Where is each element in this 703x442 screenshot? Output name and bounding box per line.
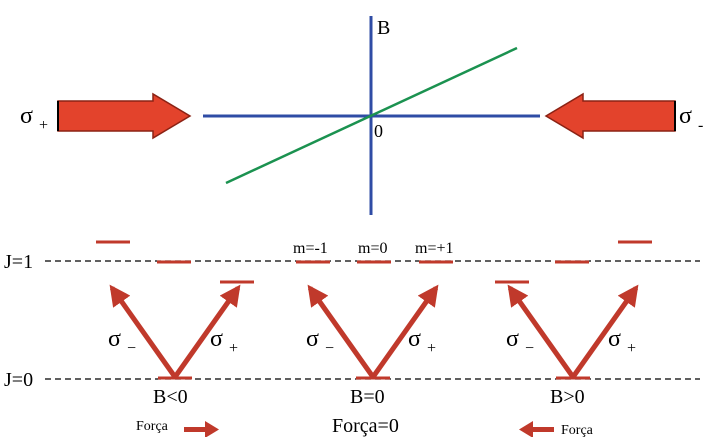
forces-row: Força Força=0 Força — [136, 415, 594, 438]
sigma-plus-symbol: σ — [608, 326, 621, 352]
sigma-plus-sub: + — [427, 340, 436, 357]
force-arrow-right — [184, 421, 219, 438]
panel-b-zero: σ − σ + B=0 — [296, 260, 453, 408]
sigma-minus-symbol: σ — [506, 326, 519, 352]
m-label-zero: m=0 — [358, 240, 387, 257]
sigma-plus-symbol: σ — [408, 326, 421, 352]
transition-arrow-sigma-plus — [172, 284, 241, 379]
sigma-plus-sub: + — [627, 340, 636, 357]
condition-label: B<0 — [153, 386, 188, 408]
sigma-plus-sub: + — [229, 340, 238, 357]
sigma-minus-symbol: σ — [306, 326, 319, 352]
m-labels: m=-1 m=0 m=+1 — [293, 240, 454, 257]
right-beam-sigma: σ — [679, 103, 692, 129]
transition-label-sigma-plus: σ + — [210, 326, 238, 357]
force-label-right: Força — [561, 423, 594, 437]
field-plot: B 0 — [203, 16, 540, 215]
energy-levels: J=1 J=0 — [4, 251, 700, 391]
sigma-plus-symbol: σ — [210, 326, 223, 352]
axis-label-b: B — [377, 17, 390, 39]
left-beam-arrow — [57, 92, 192, 140]
condition-label: B=0 — [350, 386, 385, 408]
right-beam: σ - — [544, 92, 703, 140]
transition-label-sigma-minus: σ − — [108, 326, 136, 357]
left-beam: σ + — [20, 92, 192, 140]
sigma-minus-sub: − — [127, 340, 136, 357]
label-j0: J=0 — [4, 369, 33, 391]
panel-b-negative: σ − σ + B<0 — [96, 240, 254, 408]
transition-label-sigma-plus: σ + — [608, 326, 636, 357]
transition-arrow-sigma-plus — [570, 284, 639, 379]
sigma-minus-symbol: σ — [108, 326, 121, 352]
force-label-left: Força — [136, 419, 169, 434]
origin-label: 0 — [374, 121, 383, 141]
label-j1: J=1 — [4, 251, 33, 273]
transition-arrow-sigma-minus — [507, 284, 576, 379]
left-beam-label: σ + — [20, 103, 48, 134]
transition-label-sigma-minus: σ − — [506, 326, 534, 357]
transition-arrow-sigma-minus — [307, 284, 376, 379]
transition-label-sigma-plus: σ + — [408, 326, 436, 357]
left-beam-sub: + — [39, 117, 48, 134]
right-beam-label: σ - — [679, 103, 703, 134]
panel-b-positive: σ − σ + B>0 — [495, 240, 652, 408]
field-gradient-line — [225, 46, 518, 185]
right-beam-arrow — [544, 92, 676, 140]
m-label-minus1: m=-1 — [293, 240, 328, 257]
force-arrow-left — [519, 421, 554, 438]
transition-arrow-sigma-plus — [370, 284, 439, 379]
right-beam-sub: - — [698, 117, 703, 134]
force-label-center: Força=0 — [332, 415, 399, 437]
sigma-minus-sub: − — [325, 340, 334, 357]
transition-label-sigma-minus: σ − — [306, 326, 334, 357]
m-label-plus1: m=+1 — [415, 240, 454, 257]
sigma-minus-sub: − — [525, 340, 534, 357]
left-beam-sigma: σ — [20, 103, 33, 129]
transition-arrow-sigma-minus — [109, 284, 178, 379]
condition-label: B>0 — [550, 386, 585, 408]
